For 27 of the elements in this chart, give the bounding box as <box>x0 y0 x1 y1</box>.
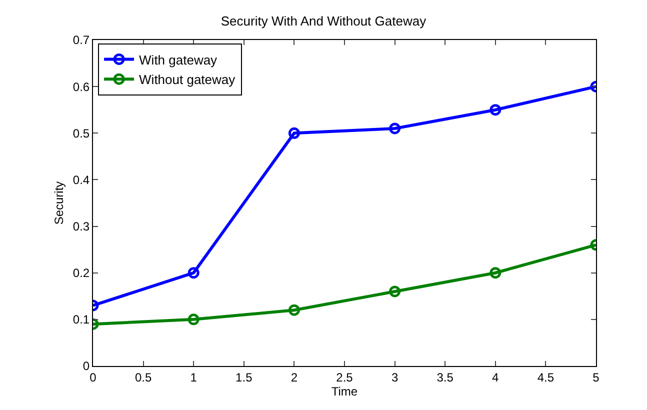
y-axis-title: Security <box>52 181 66 225</box>
y-tick-label: 0 <box>82 359 90 374</box>
y-tick-label: 0.4 <box>72 172 90 187</box>
y-tick-label: 0.1 <box>72 312 90 327</box>
y-tick-label: 0.3 <box>72 219 90 234</box>
y-tick-label: 0.6 <box>72 80 90 94</box>
point <box>389 122 401 134</box>
x-axis-title: Time <box>331 384 358 398</box>
x-tick-label: 1.5 <box>236 370 253 384</box>
x-tick-label: 1 <box>190 370 198 384</box>
y-tick-label: 0.5 <box>72 126 90 140</box>
y-tick-label: 0.7 <box>72 33 90 48</box>
x-tick-label: 2.5 <box>336 370 354 384</box>
x-tick-label: 4 <box>492 370 500 384</box>
y-tick-label: 0.2 <box>72 266 90 280</box>
legend-label: With gateway <box>139 52 218 68</box>
x-tick-label: 5 <box>592 370 600 384</box>
point <box>288 304 300 316</box>
x-tick-label: 0.5 <box>134 370 152 384</box>
legend-label: Without gateway <box>139 72 236 88</box>
x-tick-label: 2 <box>290 370 298 384</box>
x-tick-label: 3 <box>391 370 398 384</box>
point <box>389 286 401 298</box>
point <box>288 127 300 139</box>
x-tick-label: 3.5 <box>436 370 454 384</box>
chart-title: Security With And Without Gateway <box>220 14 427 28</box>
x-tick-label: 4.5 <box>537 370 554 384</box>
